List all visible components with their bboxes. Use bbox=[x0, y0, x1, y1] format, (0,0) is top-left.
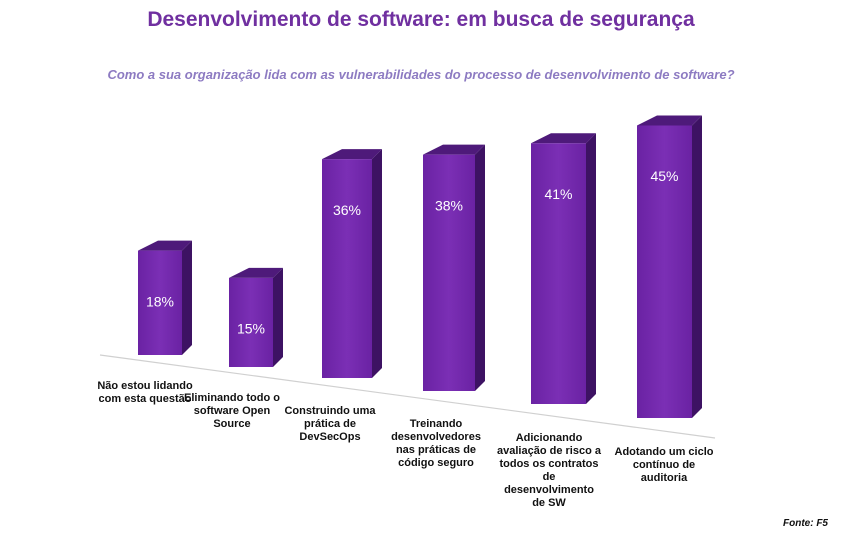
value-label: 36% bbox=[333, 202, 361, 218]
value-label: 45% bbox=[650, 168, 678, 184]
value-label: 41% bbox=[544, 186, 572, 202]
bar-top bbox=[637, 115, 702, 126]
value-label: 15% bbox=[237, 321, 265, 337]
category-label: Não estou lidando com esta questão bbox=[97, 380, 193, 405]
bar-side bbox=[475, 144, 485, 391]
bar-side bbox=[273, 267, 283, 367]
value-label: 18% bbox=[146, 293, 174, 309]
bar-side bbox=[372, 149, 382, 378]
chart-title: Desenvolvimento de software: em busca de… bbox=[147, 8, 695, 31]
bar-top bbox=[531, 133, 596, 144]
source: Fonte: F5 bbox=[783, 518, 828, 529]
category-label: Treinando desenvolvedores nas práticas d… bbox=[391, 418, 481, 469]
bar-side bbox=[586, 133, 596, 405]
value-label: 38% bbox=[435, 197, 463, 213]
bar-top bbox=[138, 240, 192, 251]
category-label: Construindo uma prática de DevSecOps bbox=[284, 405, 376, 443]
bar bbox=[423, 154, 475, 391]
bar-top bbox=[423, 144, 485, 155]
bar bbox=[531, 143, 586, 405]
floor-line bbox=[99, 354, 716, 439]
chart-subtitle: Como a sua organização lida com as vulne… bbox=[107, 67, 735, 82]
category-label: Adotando um ciclo contínuo de auditoria bbox=[614, 446, 714, 484]
bar-top bbox=[322, 149, 382, 160]
bar-side bbox=[182, 240, 192, 355]
bar-side bbox=[692, 115, 702, 418]
bar bbox=[322, 159, 372, 378]
category-label: Adicionando avaliação de risco a todos o… bbox=[497, 432, 601, 509]
category-label: Eliminando todo o software Open Source bbox=[184, 392, 280, 430]
bar bbox=[229, 277, 273, 367]
bar-top bbox=[229, 267, 283, 278]
bar bbox=[138, 250, 182, 355]
bar bbox=[637, 125, 692, 418]
